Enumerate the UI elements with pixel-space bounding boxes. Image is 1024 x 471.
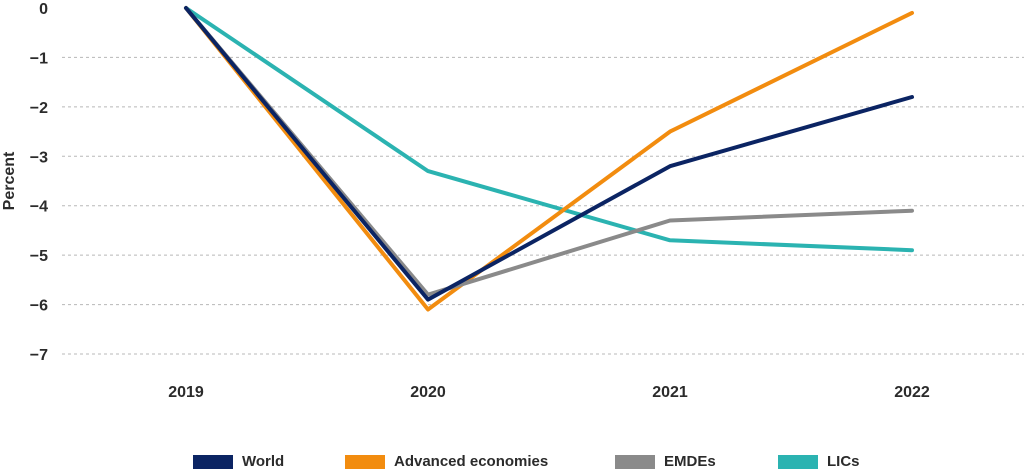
legend-item-advanced-economies: Advanced economies [345, 452, 548, 471]
y-tick-label: −6 [30, 298, 48, 315]
legend-item-world: World [193, 452, 284, 471]
legend-label-emdes: EMDEs [664, 453, 716, 470]
legend-item-lics: LICs [778, 452, 860, 471]
series-line-lics [184, 6, 914, 253]
y-axis-ticks: 0 −1 −2 −3 −4 −5 −6 −7 [30, 1, 48, 364]
legend: World Advanced economies EMDEs LICs [0, 452, 1024, 471]
series-line-world [184, 6, 914, 302]
y-tick-label: −1 [30, 50, 48, 67]
y-tick-label: −2 [30, 100, 48, 117]
line-chart: 0 −1 −2 −3 −4 −5 −6 −7 2019 2020 2021 2022 Percent [1, 1, 1024, 401]
x-tick-label: 2019 [168, 384, 204, 401]
series-line-emdes [184, 6, 914, 297]
x-tick-label: 2021 [652, 384, 688, 401]
series-line-advanced-economies [184, 6, 914, 312]
x-tick-label: 2020 [410, 384, 446, 401]
y-tick-label: −4 [30, 199, 48, 216]
x-tick-label: 2022 [894, 384, 930, 401]
legend-swatch-advanced-economies [345, 454, 385, 469]
y-tick-label: −5 [30, 248, 48, 265]
y-tick-label: −3 [30, 149, 48, 166]
legend-label-lics: LICs [827, 453, 860, 470]
y-axis-label: Percent [1, 151, 18, 210]
legend-swatch-lics [778, 454, 818, 469]
legend-swatch-world [193, 454, 233, 469]
y-tick-label: 0 [39, 1, 48, 18]
x-axis-ticks: 2019 2020 2021 2022 [168, 384, 930, 401]
series-lines [184, 6, 914, 312]
legend-swatch-emdes [615, 454, 655, 469]
legend-item-emdes: EMDEs [615, 452, 716, 471]
legend-label-advanced-economies: Advanced economies [394, 453, 549, 470]
y-tick-label: −7 [30, 347, 48, 364]
legend-label-world: World [242, 453, 285, 470]
